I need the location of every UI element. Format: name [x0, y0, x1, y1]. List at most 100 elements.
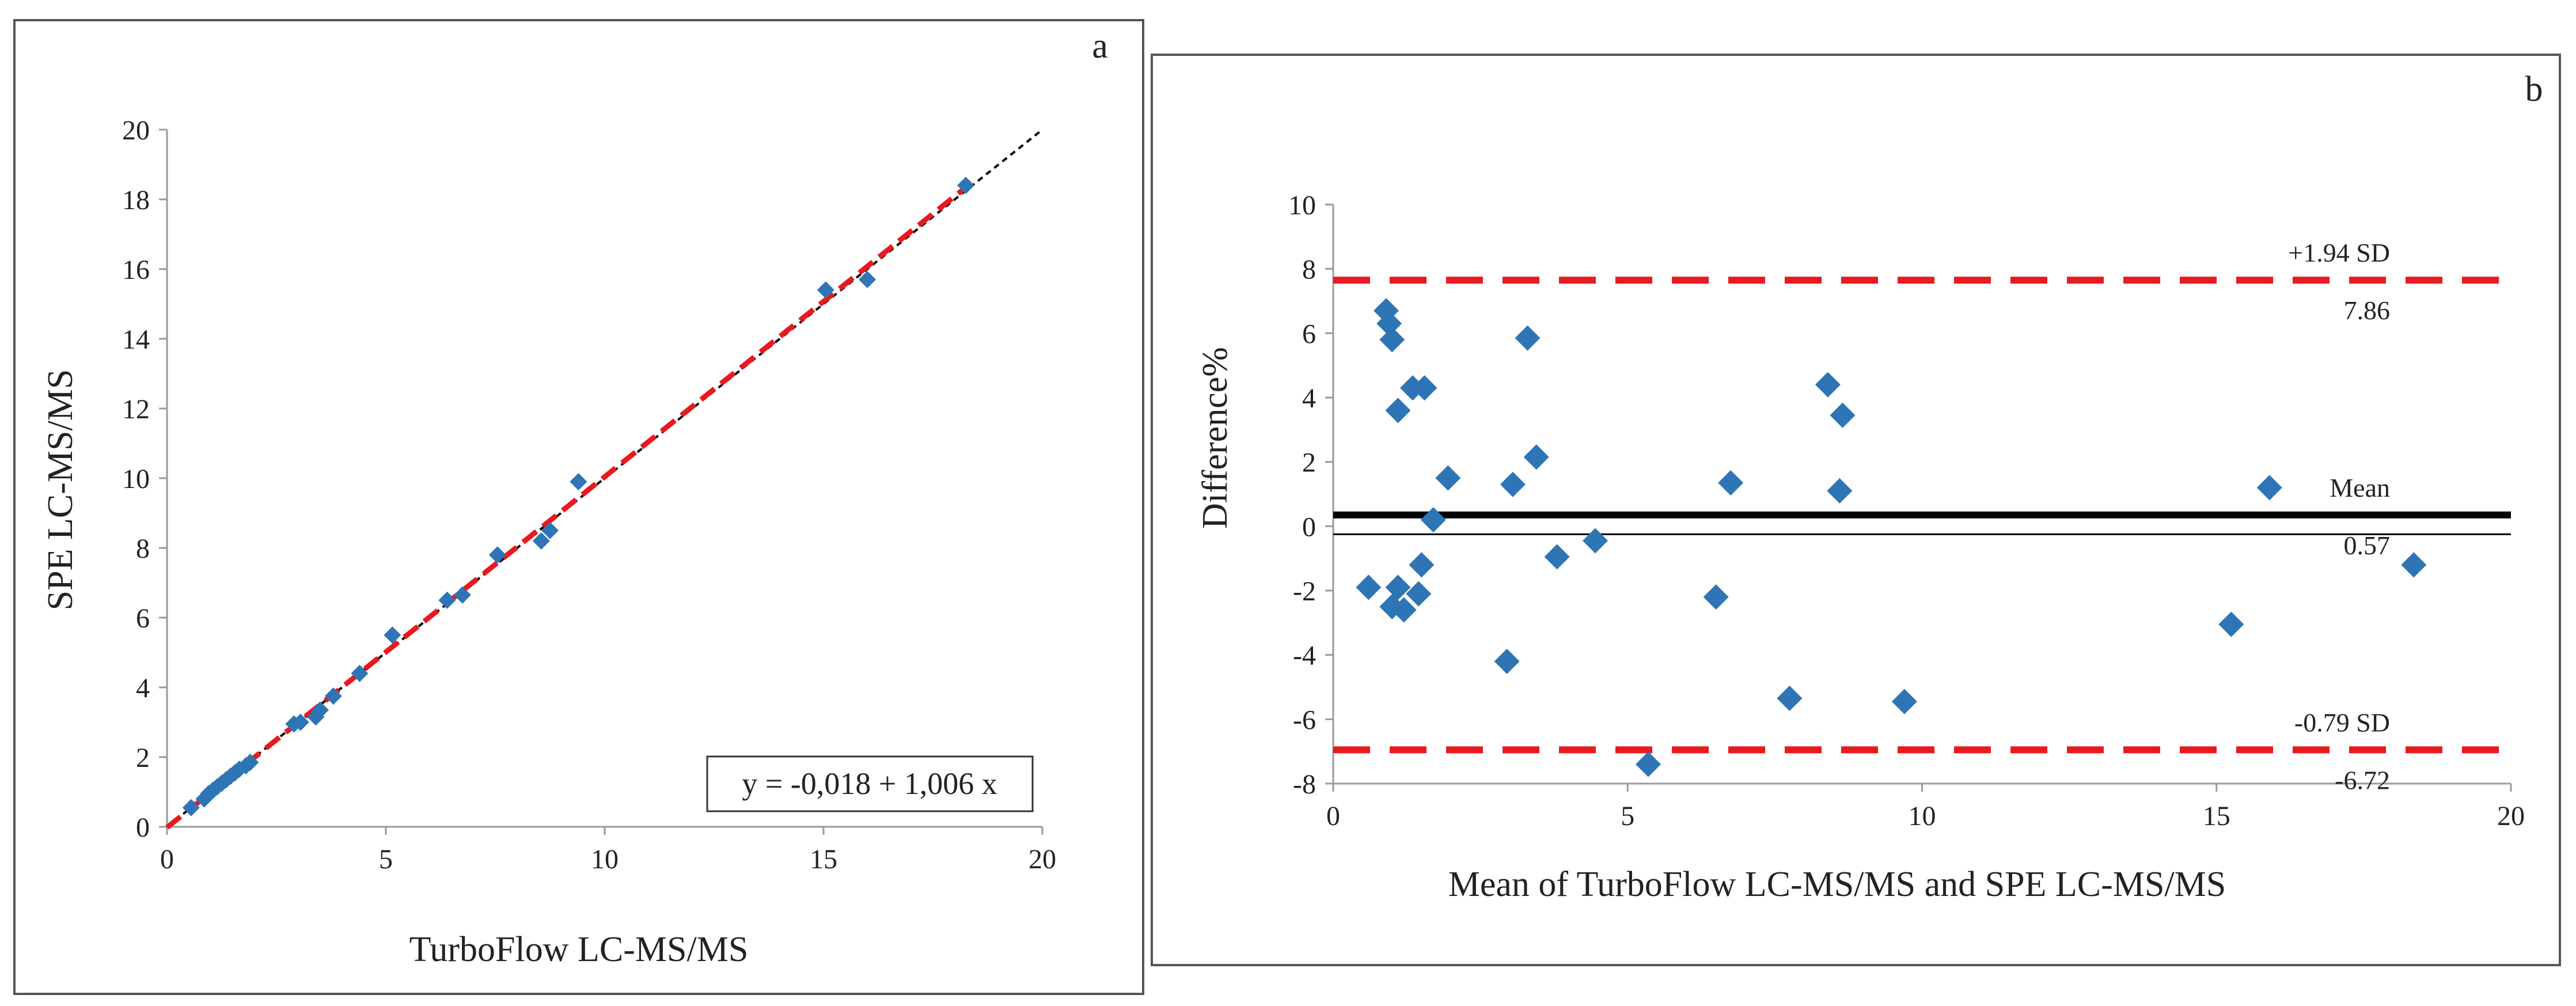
panel-a-label: a — [1092, 27, 1108, 66]
data-point — [241, 754, 259, 771]
panel-a-frame — [13, 19, 1144, 995]
panel-b-y-tick-label: -2 — [1293, 576, 1316, 607]
data-point — [1891, 689, 1917, 714]
panel-b-frame — [1151, 54, 2561, 966]
data-point — [1420, 507, 1446, 533]
data-point — [1356, 574, 1382, 600]
data-point — [1583, 528, 1608, 554]
panel-b-x-tick-label: 15 — [2203, 801, 2230, 831]
panel-b-lines — [1333, 277, 2511, 754]
panel-a-y-tick-label: 16 — [122, 255, 150, 285]
panel-a-y-axis-title: SPE LC-MS/MS — [41, 369, 80, 611]
panel-a-equation-box — [706, 755, 1034, 812]
data-point — [1406, 581, 1432, 607]
data-point — [1494, 648, 1520, 674]
panel-a-points — [182, 176, 974, 816]
data-point — [351, 664, 369, 682]
data-point — [454, 586, 471, 604]
data-point — [1435, 465, 1461, 491]
data-point — [312, 701, 329, 719]
panel-a-x-tick-label: 5 — [379, 844, 393, 875]
panel-a-axes: 0 2 4 6 8 10 12 14 16 18 20 0 5 10 15 20 — [122, 115, 1056, 875]
panel-a-x-tick-label: 20 — [1029, 844, 1056, 875]
data-point — [1718, 470, 1744, 496]
data-point — [182, 799, 200, 816]
data-point — [1376, 311, 1402, 336]
panel-a-y-tick-label: 4 — [136, 673, 150, 704]
panel-b-x-tick-label: 5 — [1621, 801, 1634, 831]
panel-b-y-axis-title: Difference% — [1196, 347, 1235, 529]
data-point — [1636, 751, 1661, 777]
panel-b-y-tick-label: -8 — [1293, 769, 1316, 800]
panel-b-x-tick-label: 0 — [1326, 801, 1340, 831]
data-point — [957, 176, 974, 194]
panel-b-y-tick-label: 10 — [1288, 190, 1316, 221]
panel-a-equation-label: y = -0,018 + 1,006 x — [742, 766, 997, 801]
lower-limit-value: -6.72 — [2335, 765, 2390, 795]
upper-limit-value: 7.86 — [2344, 296, 2391, 325]
data-point — [438, 591, 456, 609]
upper-limit-label: +1.94 SD — [2288, 238, 2390, 267]
regression-line — [165, 180, 974, 830]
panel-a-y-tick-label: 18 — [122, 185, 150, 215]
panel-a-x-axis-title: TurboFlow LC-MS/MS — [409, 930, 749, 969]
data-point — [1777, 686, 1803, 712]
data-point — [1379, 327, 1405, 353]
lower-limit-label: -0.79 SD — [2294, 708, 2390, 737]
panel-a-x-tick-label: 15 — [810, 844, 837, 875]
data-point — [817, 281, 834, 299]
panel-b-y-tick-label: 6 — [1302, 319, 1316, 349]
data-point — [2256, 475, 2282, 501]
data-point — [1391, 597, 1417, 623]
data-point — [384, 626, 401, 644]
panel-a-y-tick-label: 6 — [136, 603, 150, 634]
panel-b-x-axis-title: Mean of TurboFlow LC-MS/MS and SPE LC-MS… — [1448, 865, 2226, 904]
panel-b-x-tick-label: 10 — [1909, 801, 1936, 831]
panel-b-y-tick-label: 8 — [1302, 255, 1316, 285]
panel-b-axes: -8 -6 -4 -2 0 2 4 6 8 10 0 5 10 15 20 — [1288, 190, 2525, 831]
data-point — [1515, 325, 1541, 351]
panel-b-points — [1356, 298, 2427, 777]
panel-b-y-tick-label: -4 — [1293, 641, 1316, 671]
data-point — [488, 546, 506, 564]
data-point — [1523, 444, 1549, 470]
data-point — [859, 271, 876, 289]
data-point — [532, 532, 550, 550]
mean-line-value: 0.57 — [2344, 531, 2391, 560]
data-point — [541, 521, 559, 539]
data-point — [291, 713, 309, 731]
data-point — [1703, 584, 1729, 610]
data-point — [1544, 544, 1570, 570]
panel-a-y-tick-label: 20 — [122, 115, 150, 146]
panel-b-y-tick-label: 0 — [1302, 512, 1316, 542]
panel-a-y-tick-label: 0 — [136, 812, 150, 843]
panel-a-x-tick-label: 0 — [160, 844, 174, 875]
panel-a-scatter: a 0 2 4 6 8 10 12 14 16 18 20 0 5 10 15 20 TurboFlow LC… — [13, 19, 1144, 995]
panel-a-y-tick-label: 8 — [136, 534, 150, 564]
panel-a-y-tick-label: 10 — [122, 464, 150, 494]
mean-line-label: Mean — [2330, 473, 2390, 502]
data-point — [2401, 552, 2427, 578]
data-point — [324, 687, 342, 705]
panel-a-y-tick-label: 14 — [122, 324, 150, 355]
data-point — [1827, 478, 1853, 504]
panel-b-y-tick-label: -6 — [1293, 705, 1316, 735]
data-point — [2218, 611, 2244, 637]
panel-a-x-tick-label: 10 — [591, 844, 619, 875]
data-point — [1830, 402, 1856, 428]
data-point — [1409, 552, 1435, 578]
panel-b-bland-altman: b -8 -6 -4 -2 0 2 4 6 8 10 0 5 10 15 20 Mean of TurboF… — [1151, 54, 2561, 966]
panel-a-y-tick-label: 12 — [122, 394, 150, 425]
panel-b-x-tick-label: 20 — [2497, 801, 2525, 831]
panel-a-y-tick-label: 2 — [136, 743, 150, 773]
data-point — [1500, 471, 1526, 497]
panel-b-y-tick-label: 4 — [1302, 383, 1316, 414]
panel-b-label: b — [2525, 70, 2543, 109]
data-point — [1385, 574, 1411, 600]
data-point — [1385, 398, 1411, 423]
data-point — [570, 473, 587, 491]
panel-b-y-tick-label: 2 — [1302, 448, 1316, 478]
data-point — [1815, 372, 1841, 398]
panel-a-lines — [165, 128, 1044, 830]
